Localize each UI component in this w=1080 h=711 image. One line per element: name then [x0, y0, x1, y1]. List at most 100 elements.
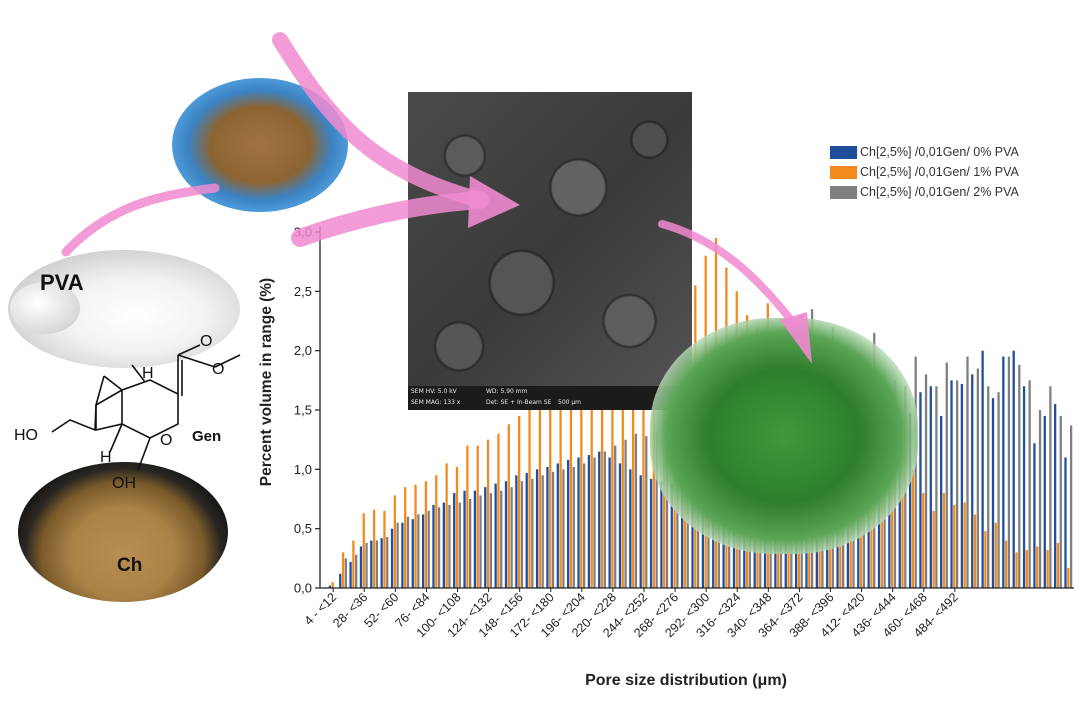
- bar-series3-59: [945, 362, 948, 588]
- atom-h-bottom: H: [100, 449, 112, 466]
- bar-series3-22: [562, 469, 565, 588]
- bar-series1-13: [463, 490, 466, 588]
- bar-series1-66: [1012, 350, 1015, 588]
- bar-series1-64: [991, 398, 995, 588]
- bar-series3-2: [355, 554, 358, 588]
- bar-series1-5: [380, 538, 383, 588]
- bar-series3-11: [448, 504, 451, 588]
- bar-series3-9: [427, 510, 430, 588]
- bar-series3-68: [1038, 410, 1042, 588]
- bar-series3-28: [624, 439, 627, 588]
- bar-series1-62: [971, 374, 974, 588]
- bar-series1-60: [950, 380, 953, 588]
- bar-series3-8: [417, 514, 420, 588]
- bar-series1-15: [484, 487, 487, 588]
- bar-series2-13: [466, 445, 469, 588]
- bar-series3-65: [1007, 356, 1011, 588]
- sem-hv: SEM HV: 5.0 kV: [411, 388, 457, 395]
- bar-series2-9: [424, 481, 428, 588]
- bar-series1-70: [1054, 404, 1057, 588]
- legend-item-0pva: Ch[2,5%] /0,01Gen/ 0% PVA: [830, 142, 1019, 162]
- y-axis-label: Percent volume in range (%): [258, 278, 275, 486]
- bar-series3-20: [541, 475, 544, 588]
- bar-series3-27: [614, 445, 617, 588]
- bar-series1-38: [722, 502, 725, 588]
- bar-series1-35: [691, 490, 694, 588]
- bar-series3-5: [386, 536, 389, 588]
- bar-series1-17: [504, 481, 508, 588]
- bar-series3-31: [655, 431, 658, 588]
- legend-label-0pva: Ch[2,5%] /0,01Gen/ 0% PVA: [860, 145, 1019, 159]
- chart-axes: [319, 226, 1074, 589]
- bar-series2-23: [569, 392, 573, 588]
- bar-series2-62: [973, 514, 977, 588]
- bar-series1-23: [567, 459, 570, 588]
- bar-series3-24: [582, 463, 586, 588]
- bar-series1-30: [639, 475, 642, 588]
- bar-series1-63: [981, 350, 984, 588]
- bar-series1-49: [836, 522, 839, 588]
- bar-series1-48: [826, 531, 829, 588]
- bar-series2-30: [642, 261, 645, 588]
- bar-series2-64: [994, 522, 997, 588]
- bar-series3-30: [645, 436, 648, 588]
- arrow-head-sem: [468, 176, 520, 228]
- bar-series1-50: [846, 504, 850, 588]
- bar-series3-17: [510, 487, 513, 588]
- process-arrows: [61, 32, 812, 364]
- bar-series2-55: [901, 445, 904, 588]
- bar-series2-12: [455, 466, 459, 588]
- bar-series2-61: [963, 502, 966, 588]
- bar-series1-25: [587, 455, 591, 588]
- bar-series1-10: [432, 504, 435, 588]
- atom-oh: OH: [112, 475, 136, 492]
- bar-series2-6: [393, 495, 396, 588]
- bar-series2-59: [942, 493, 946, 588]
- bar-series1-12: [453, 493, 456, 588]
- bar-series2-14: [476, 445, 479, 588]
- bar-series2-1: [341, 552, 345, 588]
- bar-series3-1: [344, 558, 347, 588]
- bar-series1-14: [473, 490, 477, 588]
- bar-series1-71: [1064, 457, 1067, 588]
- bar-series1-26: [598, 451, 601, 588]
- bar-series2-60: [953, 504, 956, 588]
- arrow-sponge-to-sem-lower: [291, 191, 489, 247]
- bar-series3-3: [365, 542, 368, 588]
- bar-series1-3: [359, 546, 363, 588]
- bar-series1-2: [349, 561, 352, 588]
- bar-series3-12: [458, 502, 461, 588]
- legend-item-2pva: Ch[2,5%] /0,01Gen/ 2% PVA: [830, 182, 1019, 202]
- bar-series2-5: [383, 510, 386, 588]
- bar-series2-24: [580, 380, 583, 588]
- bar-series3-18: [520, 481, 524, 588]
- bar-series2-8: [414, 484, 417, 588]
- bar-series3-23: [572, 466, 575, 588]
- bar-series1-7: [401, 522, 404, 588]
- bar-series1-36: [701, 495, 705, 588]
- bar-series2-2: [352, 540, 355, 588]
- bar-series3-66: [1018, 364, 1021, 588]
- bar-series2-29: [632, 255, 635, 589]
- bar-series1-28: [618, 463, 622, 588]
- bar-series1-68: [1033, 443, 1036, 588]
- bar-series2-67: [1025, 550, 1028, 588]
- bar-series1-59: [940, 415, 943, 588]
- bar-series1-29: [629, 469, 632, 588]
- bar-series3-14: [479, 495, 482, 588]
- bar-series1-16: [494, 483, 497, 588]
- atom-ho: HO: [14, 427, 38, 444]
- chitosan-label: Ch: [117, 555, 143, 576]
- legend-swatch-1pva: [830, 165, 857, 179]
- bar-series3-64: [997, 392, 1000, 588]
- bar-series1-24: [577, 457, 580, 588]
- sem-wd: WD: 5.90 mm: [486, 388, 528, 395]
- arrow-pva-to-sponge: [61, 183, 220, 257]
- bar-series3-63: [987, 386, 990, 588]
- bar-series2-63: [984, 531, 987, 588]
- bar-series2-56: [911, 469, 915, 588]
- bar-series1-33: [670, 483, 673, 588]
- bar-series1-65: [1002, 356, 1005, 588]
- bar-series2-69: [1046, 550, 1049, 588]
- bar-series2-65: [1005, 540, 1008, 588]
